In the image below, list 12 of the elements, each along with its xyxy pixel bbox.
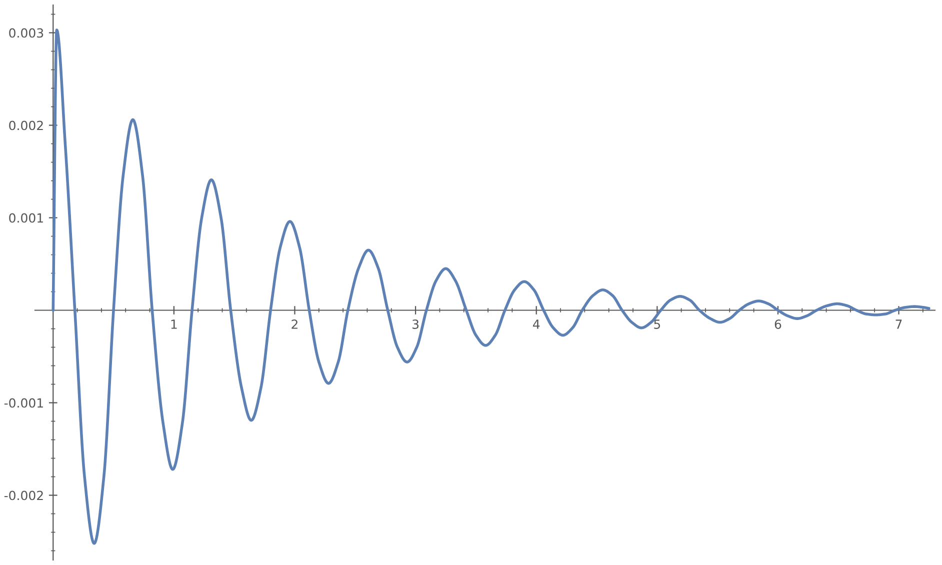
x-tick-label: 6 — [774, 320, 782, 329]
y-tick-label: 0.002 — [9, 120, 43, 130]
x-tick-label: 1 — [171, 320, 177, 329]
y-tick-label: 0.001 — [9, 213, 43, 223]
x-tick-label: 2 — [292, 320, 298, 329]
x-tick-label: 3 — [412, 320, 419, 329]
y-tick-label: 0.003 — [9, 28, 44, 38]
x-tick-label: 5 — [654, 320, 660, 329]
y-tick-label: -0.002 — [4, 490, 43, 500]
y-tick-label: -0.001 — [4, 398, 43, 408]
x-tick-label: 4 — [532, 320, 540, 329]
x-tick-label: 7 — [896, 320, 902, 329]
